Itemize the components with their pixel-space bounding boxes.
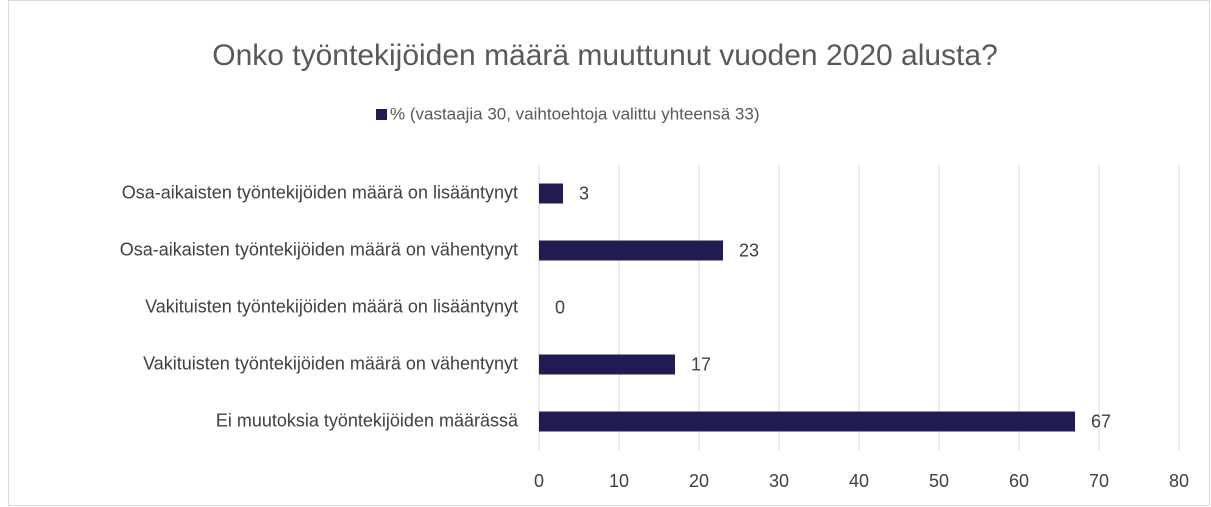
y-tick-label: Osa-aikaisten työntekijöiden määrä on vä… [120,239,518,259]
chart-title: Onko työntekijöiden määrä muuttunut vuod… [212,39,998,72]
legend-label: % (vastaajia 30, vaihtoehtoja valittu yh… [390,104,760,123]
y-tick-label: Osa-aikaisten työntekijöiden määrä on li… [122,182,518,202]
x-tick-label: 60 [1009,471,1029,491]
bar [539,354,675,375]
y-tick-label: Vakituisten työntekijöiden määrä on lisä… [145,296,518,316]
bar [539,183,563,204]
x-tick-label: 30 [769,471,789,491]
x-tick-label: 0 [534,471,544,491]
bar [539,240,723,261]
data-label: 3 [579,183,589,203]
x-tick-label: 50 [929,471,949,491]
x-tick-label: 70 [1089,471,1109,491]
bar [539,411,1075,432]
x-tick-label: 40 [849,471,869,491]
x-tick-label: 20 [689,471,709,491]
y-tick-label: Ei muutoksia työntekijöiden määrässä [216,410,519,430]
x-tick-label: 10 [609,471,629,491]
data-label: 0 [555,297,565,317]
data-label: 67 [1091,411,1111,431]
x-tick-label: 80 [1169,471,1189,491]
data-label: 17 [691,354,711,374]
data-label: 23 [739,240,759,260]
y-tick-label: Vakituisten työntekijöiden määrä on vähe… [143,353,518,373]
legend-swatch [376,109,387,120]
